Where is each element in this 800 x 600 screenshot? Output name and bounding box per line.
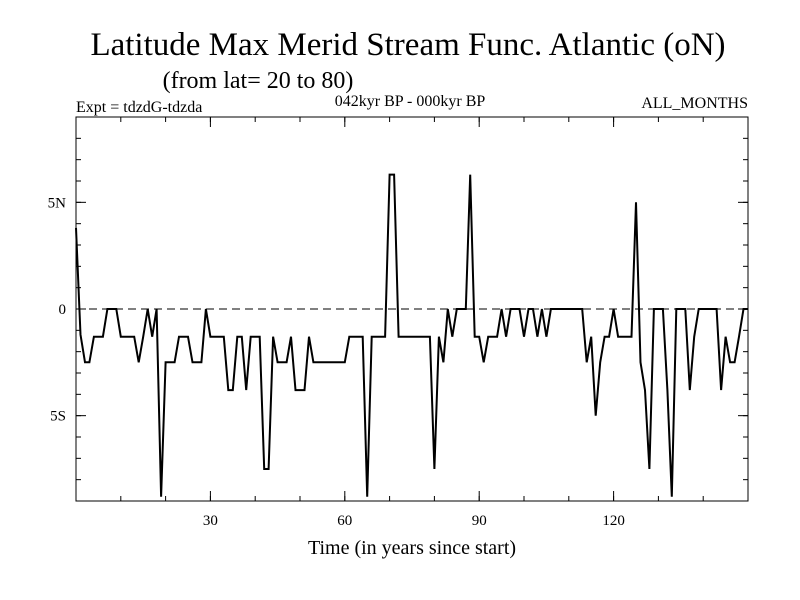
y-tick-label: 5N <box>48 195 67 211</box>
x-axis-label: Time (in years since start) <box>308 537 516 559</box>
chart-subtitle: (from lat= 20 to 80) <box>163 68 354 94</box>
chart-title: Latitude Max Merid Stream Func. Atlantic… <box>90 27 725 63</box>
x-tick-label: 60 <box>337 513 352 529</box>
y-tick-label: 5S <box>50 409 66 425</box>
months-label: ALL_MONTHS <box>641 95 748 112</box>
series-line <box>75 173 748 497</box>
series-layer <box>75 173 748 497</box>
y-tick-label: 0 <box>59 302 67 318</box>
x-tick-label: 120 <box>602 513 625 529</box>
period-label: 042kyr BP - 000kyr BP <box>335 93 486 110</box>
expt-label: Expt = tdzdG-tdzda <box>76 99 202 116</box>
x-tick-label: 30 <box>203 513 218 529</box>
x-tick-label: 90 <box>472 513 487 529</box>
x-axis-ticks: 30 60 90 120 <box>203 117 625 529</box>
